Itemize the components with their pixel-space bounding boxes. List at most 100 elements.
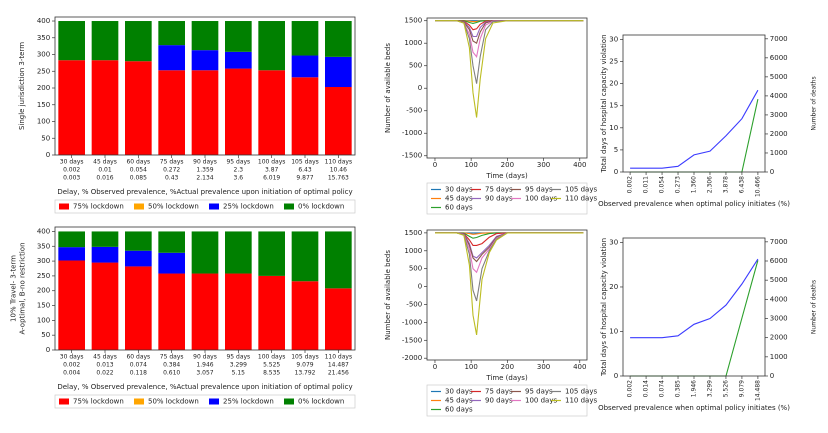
legend-label: 75 days — [485, 186, 513, 194]
x-tick-label: 300 — [537, 363, 550, 371]
x-tick-label: 0.014 — [643, 380, 650, 397]
legend-label: 60 days — [445, 406, 473, 414]
y-tick-label: 30 — [609, 238, 618, 246]
x-tick-label: 9.877 — [296, 175, 313, 182]
y-tick-label: 20 — [609, 283, 618, 291]
legend-label: 105 days — [565, 388, 597, 396]
legend-swatch — [284, 203, 294, 210]
y-tick-label: -1500 — [402, 336, 422, 344]
bar-segment — [291, 281, 319, 350]
bar-segment — [125, 266, 152, 350]
y-tick-label: -1500 — [402, 152, 422, 160]
legend-box — [54, 394, 356, 409]
x-tick-label: 0.002 — [627, 380, 634, 397]
x-tick-label: 2.3 — [234, 167, 244, 174]
x-tick-label: 14.487 — [328, 362, 349, 369]
x-tick-label: 0.003 — [63, 175, 80, 182]
y-tick-label: 30 — [609, 35, 618, 43]
x-tick-label: 0.01 — [98, 167, 112, 174]
bar-segment — [325, 231, 352, 289]
x-tick-label: 110 days — [325, 159, 353, 166]
x-axis-label: Observed prevalence when optimal policy … — [598, 404, 790, 412]
y-tick-label: 2000 — [770, 130, 788, 138]
legend-label: 0% lockdown — [298, 203, 344, 211]
legend-swatch — [59, 398, 69, 405]
series-line — [435, 232, 584, 246]
x-tick-label: 3.299 — [706, 380, 713, 397]
y-tick-label: 20 — [609, 80, 618, 88]
x-tick-label: 200 — [501, 363, 514, 371]
x-tick-label: 0.011 — [643, 176, 650, 193]
legend-label: 95 days — [525, 388, 553, 396]
series-line — [630, 258, 759, 339]
bar-segment — [91, 60, 119, 155]
x-tick-label: 3.057 — [196, 370, 213, 377]
y-tick-label: 150 — [37, 302, 50, 310]
bar-segment — [225, 21, 252, 52]
x-tick-label: 100 days — [258, 354, 286, 361]
x-tick-label: 5.525 — [263, 362, 280, 369]
y-tick-label: -500 — [406, 107, 422, 115]
x-tick-label: 0.054 — [659, 176, 666, 193]
y-tick-label: 0 — [418, 84, 422, 92]
x-tick-label: 1.360 — [691, 176, 698, 193]
bar-segment — [291, 231, 319, 282]
y-tick-label: 0 — [614, 372, 618, 380]
x-axis-label: Delay, % Observed prevalence, %Actual pr… — [57, 383, 352, 391]
bar-segment — [125, 250, 152, 267]
series-line — [435, 232, 584, 263]
legend-label: 95 days — [525, 186, 553, 194]
y-tick-label: 50 — [41, 331, 50, 339]
x-tick-label: 0.022 — [96, 370, 113, 377]
series-line — [435, 20, 584, 58]
x-tick-label: 5.15 — [232, 370, 246, 377]
x-tick-label: 100 days — [258, 159, 286, 166]
bar-segment — [158, 45, 185, 71]
x-tick-label: 2.134 — [196, 175, 213, 182]
x-tick-label: 5.526 — [722, 380, 729, 397]
y-tick-label: 10 — [609, 124, 618, 132]
y-tick-label: 0 — [46, 151, 50, 159]
y-tick-label: 1500 — [404, 17, 422, 25]
bar-segment — [258, 275, 285, 350]
series-line — [630, 260, 759, 377]
x-tick-label: 75 days — [160, 354, 184, 361]
legend-box — [54, 199, 356, 214]
x-tick-label: 100 — [464, 363, 477, 371]
y-axis-label: 10% Travel- 3-term — [10, 255, 18, 322]
x-tick-label: 45 days — [93, 159, 117, 166]
x-tick-label: 6.019 — [263, 175, 280, 182]
x-tick-label: 0.385 — [675, 380, 682, 397]
x-tick-label: 75 days — [160, 159, 184, 166]
y-tick-label: 6000 — [770, 54, 788, 62]
bar-segment — [91, 231, 119, 247]
x-tick-label: 21.456 — [328, 370, 349, 377]
y-tick-label: 1000 — [404, 247, 422, 255]
bar-segment — [58, 60, 85, 155]
y-tick-label: 200 — [37, 287, 50, 295]
bar-segment — [325, 288, 352, 350]
y2-axis-label: Number of deaths — [811, 76, 818, 130]
bar-segment — [58, 21, 85, 61]
bar-segment — [258, 70, 285, 155]
plot-frame — [622, 237, 766, 377]
x-tick-label: 30 days — [60, 354, 84, 361]
x-tick-label: 1.946 — [196, 362, 213, 369]
x-tick-label: 13.792 — [295, 370, 316, 377]
x-tick-label: 0.074 — [130, 362, 147, 369]
bar-segment — [125, 21, 152, 62]
legend-swatch — [134, 203, 144, 210]
legend-swatch — [209, 203, 219, 210]
y-tick-label: -500 — [406, 300, 422, 308]
x-tick-label: 300 — [537, 161, 550, 169]
x-tick-label: 400 — [573, 363, 586, 371]
bar-segment — [191, 231, 219, 274]
legend-label: 50% lockdown — [148, 203, 199, 211]
y-tick-label: 0 — [418, 283, 422, 291]
bar-segment — [291, 55, 319, 78]
y-tick-label: 350 — [37, 34, 50, 42]
bar-segment — [58, 260, 85, 350]
y-tick-label: 4000 — [770, 92, 788, 100]
y-tick-label: 1000 — [770, 353, 788, 361]
